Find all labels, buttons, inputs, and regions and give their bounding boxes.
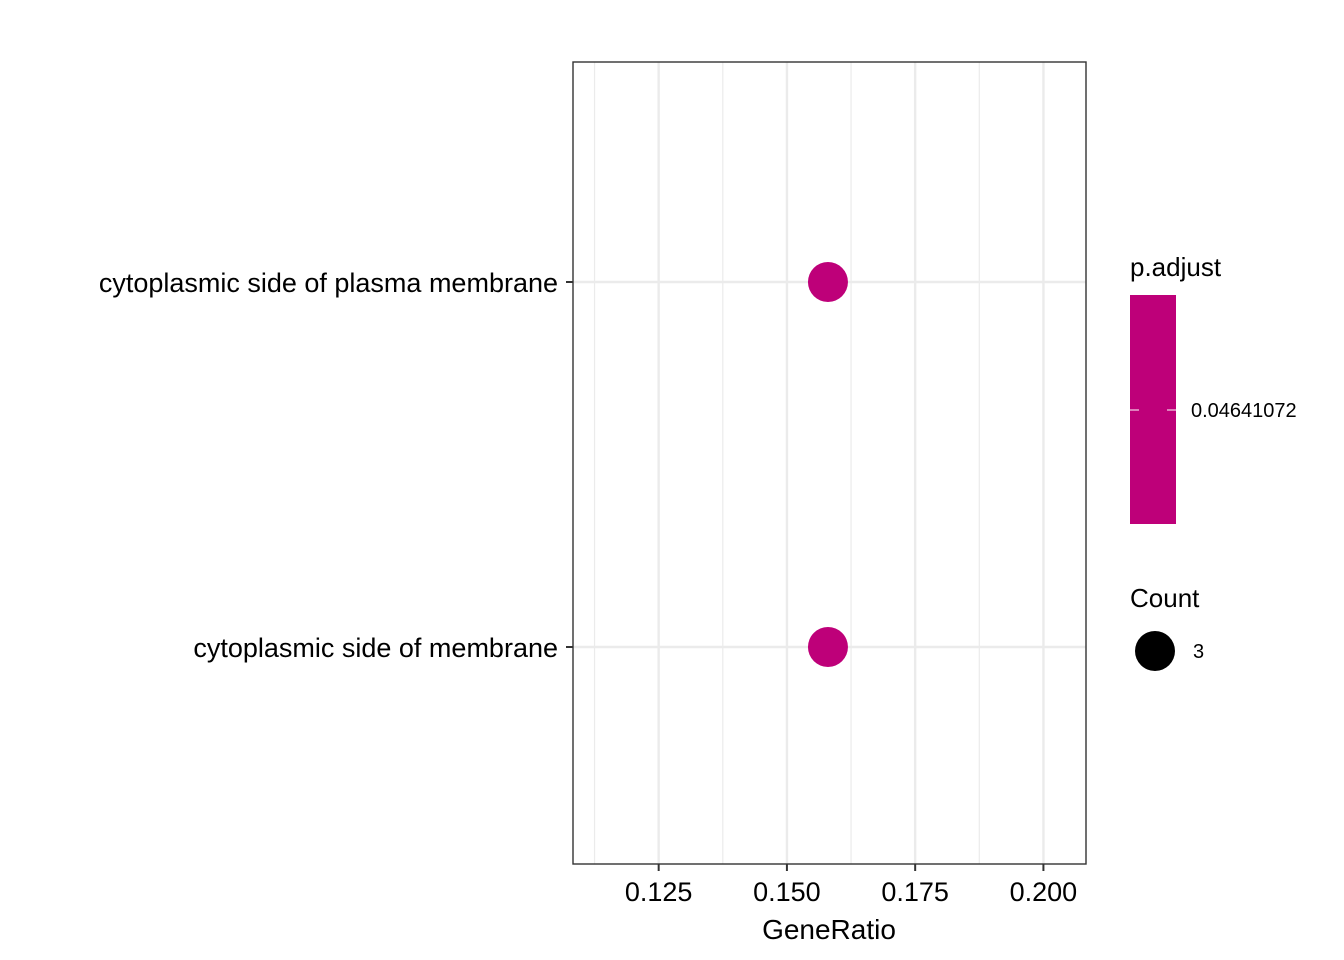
x-axis: 0.125 0.150 0.175 0.200 (625, 864, 1077, 907)
x-tick-label: 0.150 (753, 877, 821, 907)
data-points (807, 262, 848, 667)
x-tick-label: 0.175 (881, 877, 949, 907)
legend: p.adjust 0.04641072 Count 3 (1130, 252, 1297, 671)
color-legend-label: 0.04641072 (1191, 400, 1297, 422)
plot-border (572, 61, 1087, 865)
data-point (807, 627, 848, 667)
x-tick-label: 0.125 (625, 877, 693, 907)
color-legend-title: p.adjust (1130, 252, 1222, 282)
size-legend-title: Count (1130, 583, 1200, 613)
x-tick-label: 0.200 (1010, 877, 1078, 907)
size-legend-label: 3 (1193, 641, 1204, 663)
data-point (807, 262, 848, 302)
x-axis-title: GeneRatio (762, 914, 896, 945)
y-axis: cytoplasmic side of plasma membrane cytop… (99, 268, 573, 663)
y-tick-label: cytoplasmic side of membrane (193, 633, 558, 663)
y-tick-label: cytoplasmic side of plasma membrane (99, 268, 558, 298)
plot-background (573, 62, 1086, 864)
size-legend-circle (1135, 631, 1175, 671)
